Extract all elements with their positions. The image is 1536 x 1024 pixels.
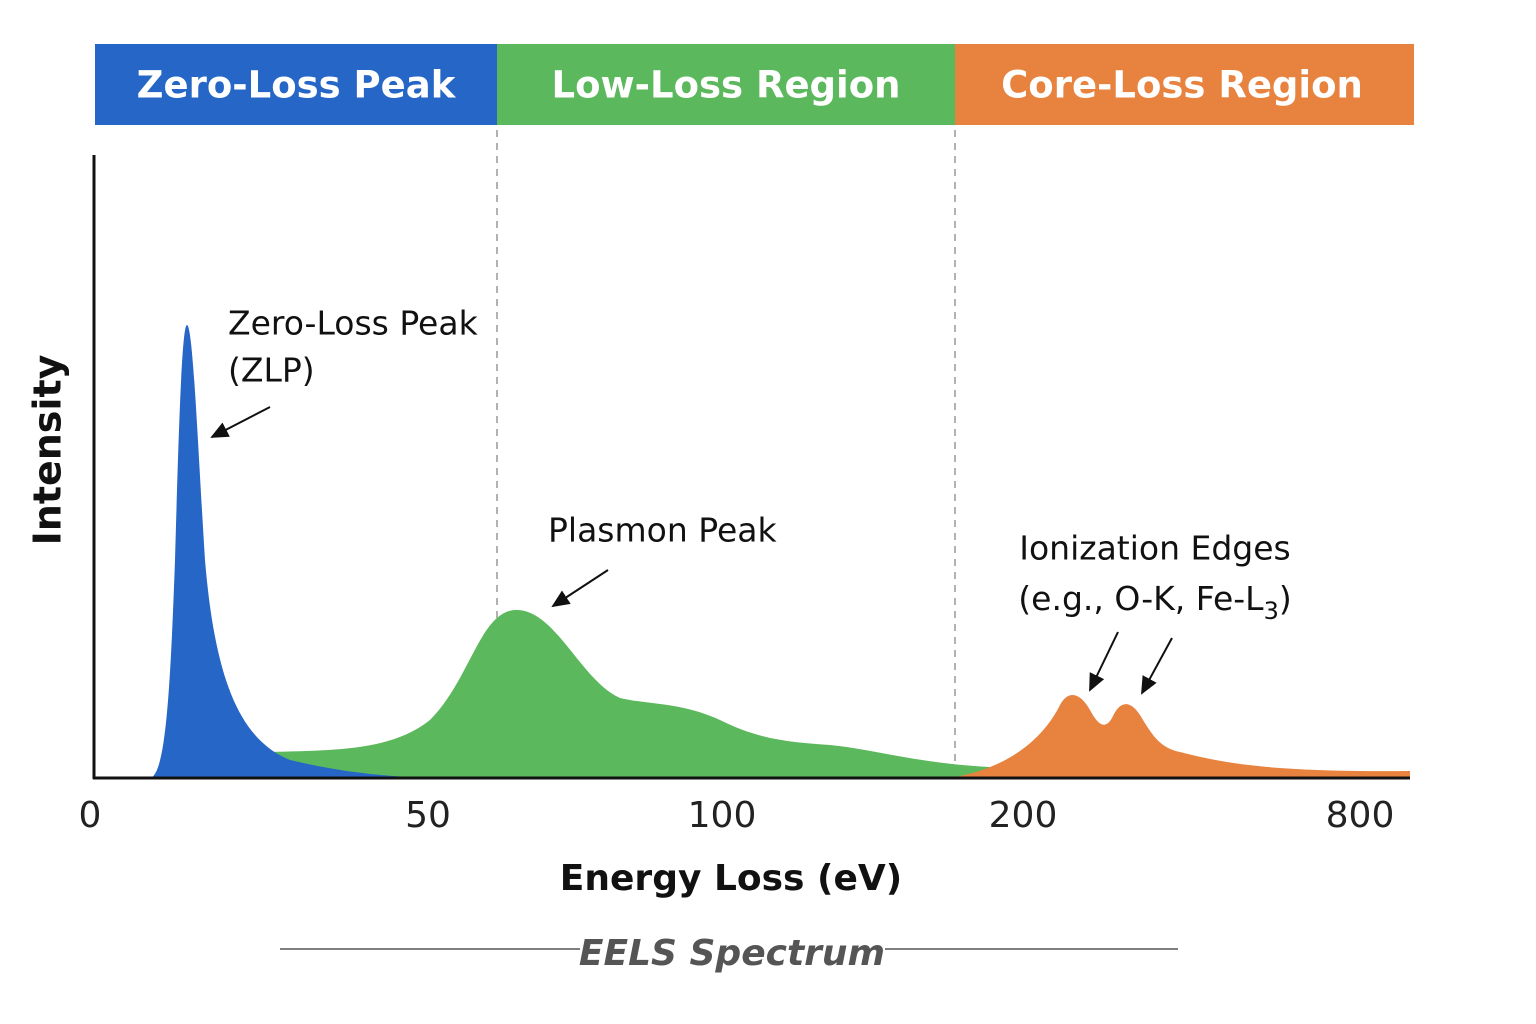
annotation: (e.g., O-K, Fe-L3) — [1018, 579, 1291, 626]
arrow — [210, 406, 271, 438]
annotation-subscript: 3 — [1264, 597, 1279, 625]
arrow — [551, 569, 609, 608]
region-low-loss — [497, 44, 955, 125]
x-axis-label: Energy Loss (eV) — [560, 858, 902, 899]
x-tick-label: 200 — [989, 795, 1058, 836]
annotation: (ZLP) — [228, 351, 315, 390]
x-tick-label: 800 — [1326, 795, 1395, 836]
x-tick-label: 50 — [405, 795, 451, 836]
zlp-curve — [150, 325, 430, 778]
region-bar: Zero-Loss Peak Low-Loss Region Core-Loss… — [95, 44, 1414, 125]
region-label: Core-Loss Region — [1001, 64, 1363, 107]
annotation-text: ) — [1279, 579, 1292, 618]
core-loss-curve — [950, 694, 1410, 778]
region-label: Low-Loss Region — [552, 64, 901, 107]
region-core-loss — [955, 44, 1414, 125]
region-zero-loss — [95, 44, 497, 125]
arrow — [1141, 637, 1173, 695]
annotation-text: (e.g., O-K, Fe-L — [1018, 579, 1264, 618]
y-axis-label: Intensity — [26, 354, 70, 545]
arrow — [1089, 631, 1119, 692]
plasmon-curve — [270, 609, 1010, 778]
region-label: Zero-Loss Peak — [137, 64, 457, 107]
annotation: Ionization Edges — [1019, 529, 1291, 568]
annotation: Plasmon Peak — [548, 511, 777, 550]
annotation: Zero-Loss Peak — [228, 304, 479, 343]
chart-title: EELS Spectrum — [579, 933, 885, 974]
x-tick-label: 0 — [79, 795, 102, 836]
x-tick-label: 100 — [688, 795, 757, 836]
